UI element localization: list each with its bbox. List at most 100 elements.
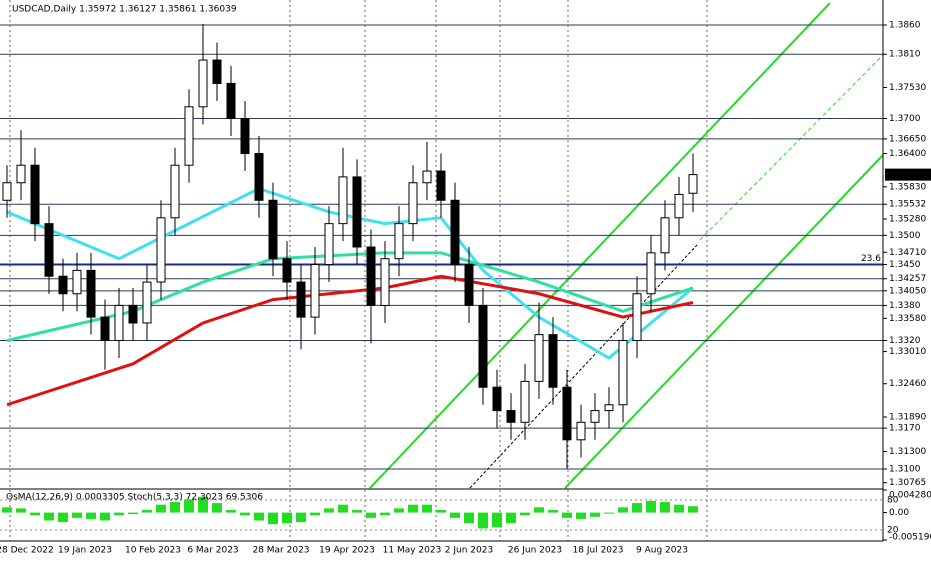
y-tick-label: 1.3320 [889, 336, 921, 346]
osma-bar [464, 512, 474, 524]
osma-bar [492, 512, 502, 528]
candle-body [128, 304, 138, 324]
osma-bar [86, 512, 96, 519]
candle-body [450, 199, 460, 266]
candle-body [394, 223, 404, 260]
osma-bar [604, 512, 614, 514]
fib-label: 23.6 [861, 254, 881, 264]
y-tick-label: 1.31300 [889, 447, 926, 457]
candle-body [114, 304, 124, 341]
y-tick-label: 1.3500 [889, 231, 921, 241]
x-tick-label: 11 May 2023 [383, 546, 442, 556]
x-tick-label: 9 Aug 2023 [636, 546, 688, 556]
osma-bar [436, 509, 446, 513]
osma-bar [184, 499, 194, 513]
osma-bar [674, 504, 684, 513]
osma-bar [450, 512, 460, 518]
candle-body [674, 193, 684, 219]
candle-body [44, 223, 54, 277]
candle-body [2, 182, 12, 201]
candle-body [100, 316, 110, 341]
osma-bar [142, 509, 152, 513]
candle-body [562, 386, 572, 441]
osma-bar [562, 512, 572, 518]
osma-bar [72, 512, 82, 518]
candle-body [618, 339, 628, 406]
y-tick-label: 1.34710 [889, 248, 926, 258]
osma-bar [506, 512, 516, 524]
osc-tick-label: 0.0042803 [889, 491, 931, 501]
osma-bar [520, 512, 530, 516]
y-tick-label: 1.35830 [889, 182, 926, 192]
candle-body [506, 410, 516, 423]
osma-bar [212, 503, 222, 513]
osma-bar [58, 512, 68, 523]
osma-bar [282, 512, 292, 524]
y-tick-label: 1.34257 [889, 274, 926, 284]
current-price-box [885, 168, 931, 181]
osma-bar [394, 508, 404, 513]
candle-body [548, 334, 558, 388]
x-tick-label: 2 Jun 2023 [445, 546, 493, 556]
candle-body [226, 82, 236, 119]
y-tick-label: 1.30765 [889, 478, 926, 488]
candle-body [170, 164, 180, 219]
x-tick-label: 26 Jun 2023 [508, 546, 562, 556]
x-tick-label: 28 Mar 2023 [252, 546, 309, 556]
osma-bar [688, 506, 698, 513]
osma-bar [576, 512, 586, 519]
candle-body [366, 246, 376, 306]
price-axis: 1.3860 1.3810 1.37530 1.3700 1.36650 1.36400 1… [883, 21, 931, 488]
y-tick-label: 1.33010 [889, 347, 926, 357]
candle-body [688, 174, 698, 194]
osma-bar [632, 503, 642, 513]
candle-body [590, 410, 600, 423]
candle-body [30, 164, 40, 225]
candle-body [352, 176, 362, 248]
osc-tick-label: 0.00 [889, 508, 909, 518]
osma-bar [380, 512, 390, 516]
osma-bar [366, 512, 376, 518]
y-tick-label: 1.36650 [889, 134, 926, 144]
y-tick-label: 1.35532 [889, 200, 926, 210]
y-tick-label: 1.3450 [889, 260, 921, 270]
trend-line [469, 244, 698, 489]
candle-body [492, 386, 502, 412]
candle-body [16, 164, 26, 184]
y-tick-label: 1.31890 [889, 413, 926, 423]
osma-bar [16, 508, 26, 513]
osma-bar [618, 507, 628, 513]
osma-bar [30, 512, 40, 516]
osma-bar [534, 507, 544, 513]
oscillator: 0.0042803 0.00 -0.0051908 80 20 [0, 489, 931, 543]
osma-bar [352, 509, 362, 513]
osma-bar [128, 512, 138, 515]
candle-body [380, 258, 390, 306]
candle-body [604, 404, 614, 412]
candle-body [296, 281, 306, 318]
indicator-title: OsMA(12,26,9) 0.0003305 Stoch(5,3,3) 72.… [6, 493, 263, 503]
candle-body [156, 217, 166, 283]
osma-bar [478, 512, 488, 529]
y-tick-label: 1.32460 [889, 379, 926, 389]
osma-bar [100, 512, 110, 521]
osma-bar [240, 512, 250, 516]
osma-bar [226, 509, 236, 513]
x-tick-label: 6 Mar 2023 [187, 546, 238, 556]
stoch-tick-label: 20 [887, 526, 899, 536]
osma-bar [296, 512, 306, 523]
osma-bar [268, 512, 278, 525]
candle-body [520, 380, 530, 423]
x-tick-label: 18 Jul 2023 [573, 546, 624, 556]
y-tick-label: 1.3700 [889, 114, 921, 124]
osma-bar [660, 502, 670, 513]
candle-body [198, 59, 208, 108]
candle-body [282, 258, 292, 283]
osma-bar [590, 512, 600, 517]
y-tick-label: 1.3100 [889, 465, 921, 475]
candle-body [212, 59, 222, 84]
candle-body [310, 264, 320, 318]
candle-body [408, 182, 418, 225]
